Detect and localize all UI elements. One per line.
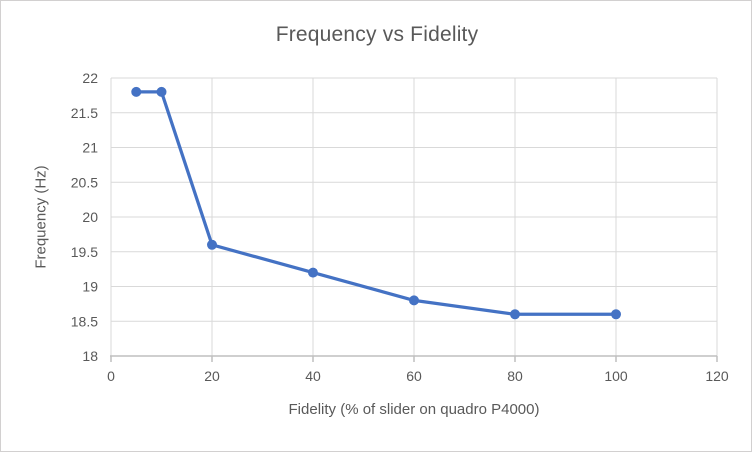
x-tick-label: 0 [107, 368, 115, 384]
data-point [409, 295, 419, 306]
y-tick-label: 19 [82, 279, 98, 295]
y-tick-label: 19.5 [71, 244, 98, 260]
x-tick-label: 60 [406, 368, 422, 384]
y-tick-label: 18.5 [71, 313, 98, 329]
data-point [131, 86, 142, 97]
y-tick-label: 20 [82, 209, 98, 225]
data-point [611, 309, 621, 320]
y-tick-label: 18 [82, 348, 98, 364]
x-tick-label: 20 [204, 368, 220, 384]
x-tick-label: 120 [705, 368, 729, 384]
data-point [156, 86, 167, 97]
data-point [510, 309, 520, 320]
y-tick-label: 21 [82, 140, 98, 156]
x-tick-label: 100 [604, 368, 628, 384]
y-tick-label: 22 [82, 70, 98, 86]
data-line [134, 90, 618, 316]
data-point [308, 267, 318, 278]
x-axis-title: Fidelity (% of slider on quadro P4000) [288, 401, 540, 418]
y-tick-label: 20.5 [71, 174, 98, 190]
data-point [207, 239, 217, 250]
chart-title: Frequency vs Fidelity [275, 23, 479, 46]
y-tick-label: 21.5 [71, 105, 98, 121]
x-tick-label: 40 [305, 368, 321, 384]
y-axis-title: Frequency (Hz) [32, 165, 50, 269]
x-tick-label: 80 [507, 368, 523, 384]
